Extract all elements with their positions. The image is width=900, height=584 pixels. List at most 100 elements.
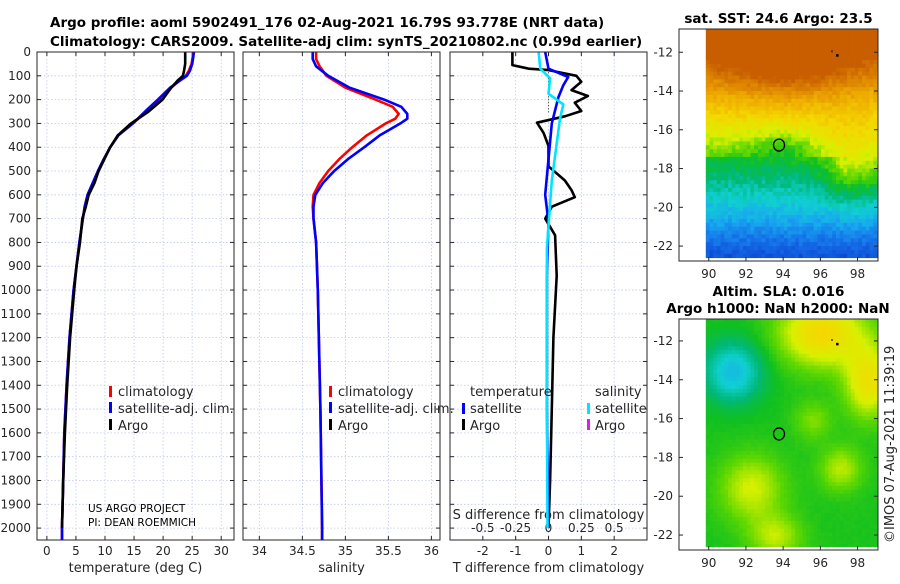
heatmap-cell: [795, 502, 799, 506]
heatmap-cell: [817, 110, 821, 114]
heatmap-cell: [743, 416, 747, 420]
heatmap-cell: [795, 238, 799, 242]
heatmap-cell: [769, 540, 773, 544]
heatmap-cell: [765, 153, 769, 157]
heatmap-cell: [821, 110, 825, 114]
heatmap-cell: [814, 404, 818, 408]
heatmap-cell: [858, 203, 862, 207]
heatmap-cell: [817, 338, 821, 342]
heatmap-cell: [840, 68, 844, 72]
heatmap-cell: [747, 223, 751, 227]
heatmap-cell: [784, 401, 788, 405]
heatmap-cell: [817, 242, 821, 246]
heatmap-cell: [713, 420, 717, 424]
heatmap-cell: [788, 227, 792, 231]
heatmap-cell: [814, 219, 818, 223]
heatmap-cell: [817, 118, 821, 122]
heatmap-cell: [765, 467, 769, 471]
heatmap-cell: [769, 180, 773, 184]
heatmap-cell: [773, 443, 777, 447]
heatmap-cell: [758, 184, 762, 188]
heatmap-cell: [847, 29, 851, 33]
heatmap-cell: [777, 176, 781, 180]
heatmap-cell: [825, 99, 829, 103]
heatmap-cell: [721, 234, 725, 238]
heatmap-cell: [858, 52, 862, 56]
heatmap-cell: [750, 223, 754, 227]
heatmap-cell: [817, 513, 821, 517]
heatmap-cell: [762, 432, 766, 436]
heatmap-cell: [728, 389, 732, 393]
x-tick-label: 0: [545, 544, 553, 558]
heatmap-cell: [747, 56, 751, 60]
heatmap-cell: [724, 498, 728, 502]
heatmap-cell: [754, 246, 758, 250]
heatmap-cell: [773, 373, 777, 377]
heatmap-cell: [825, 64, 829, 68]
heatmap-cell: [847, 254, 851, 258]
heatmap-cell: [795, 254, 799, 258]
heatmap-cell: [791, 118, 795, 122]
heatmap-cell: [855, 118, 859, 122]
heatmap-cell: [780, 223, 784, 227]
heatmap-cell: [724, 169, 728, 173]
heatmap-cell: [862, 200, 866, 204]
heatmap-cell: [773, 184, 777, 188]
heatmap-cell: [777, 76, 781, 80]
heatmap-cell: [717, 354, 721, 358]
heatmap-cell: [777, 52, 781, 56]
heatmap-cell: [739, 459, 743, 463]
heatmap-cell: [743, 122, 747, 126]
heatmap-cell: [728, 207, 732, 211]
heatmap-cell: [728, 60, 732, 64]
heatmap-cell: [795, 52, 799, 56]
heatmap-cell: [758, 242, 762, 246]
heatmap-cell: [765, 95, 769, 99]
heatmap-cell: [784, 76, 788, 80]
heatmap-cell: [736, 60, 740, 64]
heatmap-cell: [732, 358, 736, 362]
heatmap-cell: [754, 91, 758, 95]
heatmap-cell: [736, 401, 740, 405]
heatmap-cell: [791, 505, 795, 509]
heatmap-cell: [762, 443, 766, 447]
heatmap-cell: [858, 118, 862, 122]
heatmap-cell: [706, 525, 710, 529]
heatmap-cell: [728, 130, 732, 134]
heatmap-cell: [706, 231, 710, 235]
heatmap-cell: [784, 404, 788, 408]
heatmap-cell: [717, 207, 721, 211]
heatmap-cell: [847, 219, 851, 223]
heatmap-cell: [817, 184, 821, 188]
heatmap-cell: [780, 447, 784, 451]
heatmap-cell: [788, 238, 792, 242]
heatmap-cell: [713, 130, 717, 134]
heatmap-cell: [869, 215, 873, 219]
heatmap-cell: [780, 118, 784, 122]
heatmap-cell: [855, 231, 859, 235]
heatmap-cell: [862, 83, 866, 87]
heatmap-cell: [851, 250, 855, 254]
heatmap-cell: [777, 346, 781, 350]
heatmap-cell: [750, 540, 754, 544]
heatmap-cell: [784, 99, 788, 103]
heatmap-cell: [728, 211, 732, 215]
heatmap-cell: [750, 172, 754, 176]
heatmap-cell: [840, 234, 844, 238]
heatmap-cell: [777, 83, 781, 87]
heatmap-cell: [777, 416, 781, 420]
heatmap-cell: [814, 76, 818, 80]
heatmap-cell: [736, 381, 740, 385]
heatmap-cell: [758, 335, 762, 339]
heatmap-cell: [821, 428, 825, 432]
heatmap-cell: [803, 172, 807, 176]
heatmap-cell: [806, 416, 810, 420]
heatmap-cell: [799, 416, 803, 420]
heatmap-cell: [780, 354, 784, 358]
heatmap-cell: [851, 68, 855, 72]
heatmap-cell: [750, 455, 754, 459]
heatmap-cell: [814, 470, 818, 474]
heatmap-cell: [706, 486, 710, 490]
heatmap-cell: [777, 231, 781, 235]
heatmap-cell: [743, 91, 747, 95]
